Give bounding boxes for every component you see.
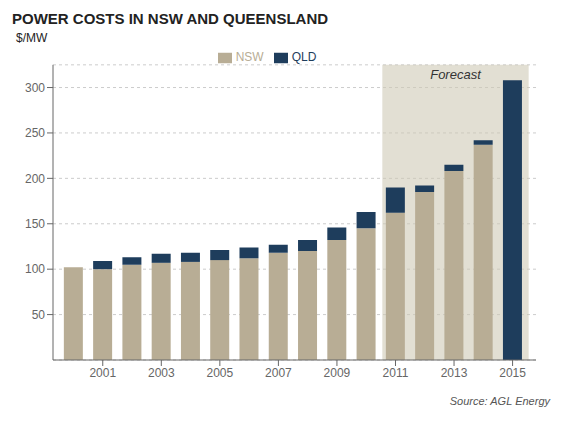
svg-text:Forecast: Forecast — [430, 67, 482, 82]
html-text:Source: AGL Energy: Source: AGL Energy — [449, 395, 550, 407]
svg-text:200: 200 — [25, 172, 45, 186]
svg-text:2011: 2011 — [383, 366, 409, 380]
svg-text:2007: 2007 — [265, 366, 292, 380]
svg-text:2001: 2001 — [89, 366, 116, 380]
html-text:NSW: NSW — [235, 50, 264, 64]
svg-text:2009: 2009 — [324, 366, 351, 380]
svg-text:50: 50 — [32, 308, 46, 322]
html-text:QLD: QLD — [291, 50, 317, 64]
svg-text:300: 300 — [25, 81, 45, 95]
svg-text:2015: 2015 — [499, 366, 526, 380]
svg-text:2005: 2005 — [207, 366, 234, 380]
svg-text:150: 150 — [25, 217, 45, 231]
svg-text:2003: 2003 — [148, 366, 175, 380]
svg-text:100: 100 — [25, 262, 45, 276]
svg-text:2013: 2013 — [441, 366, 468, 380]
html-text:POWER COSTS IN NSW AND QUEENSL: POWER COSTS IN NSW AND QUEENSLAND — [12, 10, 329, 27]
svg-text:250: 250 — [25, 126, 45, 140]
html-text:$/MW: $/MW — [16, 31, 48, 45]
